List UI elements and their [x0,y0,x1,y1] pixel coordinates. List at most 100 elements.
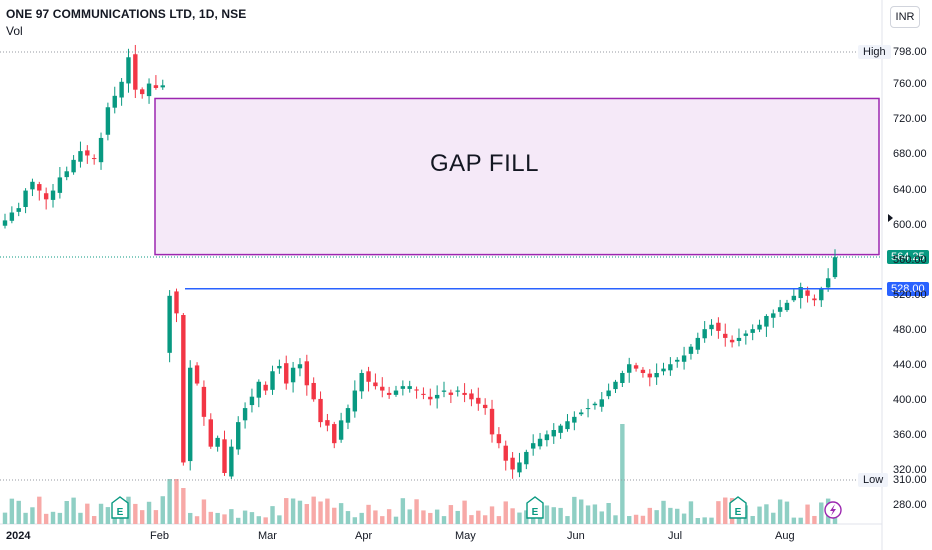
volume-bar [332,507,337,524]
candle-body [208,419,213,447]
volume-legend[interactable]: Vol [6,24,23,38]
candle-body [215,437,220,447]
volume-bar [489,506,495,524]
candle-body [613,381,618,390]
volume-bar [30,507,35,524]
volume-bar [43,513,49,524]
earnings-marker-shape [729,496,747,519]
candle-body [551,430,556,437]
candle-body [174,291,179,314]
volume-bar [270,506,275,524]
candle-body [133,54,138,90]
candle-body [784,302,790,311]
volume-bar [565,516,570,524]
lightning-icon [830,504,836,516]
candle-body [311,382,316,400]
candle-body [812,298,817,301]
candle-body [188,367,193,462]
candle-body [654,373,659,378]
volume-bar [585,505,591,524]
low-label: Low [858,473,889,487]
candle-body [242,408,248,421]
volume-bar [469,515,474,524]
candle-body [832,257,838,278]
volume-bar [263,517,268,524]
candle-body [805,290,810,296]
x-tick-label: Jun [567,530,585,542]
candle-body [126,57,131,84]
volume-bar [434,509,440,524]
candle-body [544,434,550,441]
volume-bar [592,504,598,524]
currency-button[interactable]: INR [890,6,920,28]
y-tick-label: 600.00 [893,218,927,231]
y-tick-label: 560.00 [893,253,927,266]
volume-bar [64,500,69,524]
volume-bar [723,497,728,524]
candle-body [290,367,296,383]
volume-bar [805,504,810,524]
volume-bar [757,506,762,524]
candle-body [695,337,701,350]
earnings-marker: E [729,496,747,519]
x-tick-label: May [455,530,476,542]
candle-body [716,322,721,331]
candle-body [277,365,282,369]
volume-bar [750,515,755,524]
candle-body [139,89,145,95]
volume-bar [819,502,824,524]
symbol-title[interactable]: ONE 97 COMMUNICATIONS LTD, 1D, NSE [6,7,247,21]
volume-bar [627,516,632,524]
candle-body [222,439,227,473]
candle-body [736,337,742,341]
candle-body [400,386,406,389]
candle-body [2,220,8,226]
volume-bar [661,500,666,524]
candle-body [599,399,604,407]
volume-bar [229,509,234,524]
candle-body [64,171,69,178]
candle-body [578,412,584,415]
gap-fill-label: GAP FILL [430,150,539,177]
volume-bar [174,479,179,524]
volume-bar [702,517,707,524]
candle-body [386,392,392,395]
earnings-icon: E [532,507,539,518]
x-tick-label: Jul [668,530,683,542]
volume-bar [455,510,460,524]
x-tick-label: Mar [258,530,277,542]
candle-body [105,107,111,135]
volume-bar [448,505,454,524]
volume-bar [784,501,790,524]
x-tick-label: Apr [355,530,373,542]
candle-body [153,85,159,88]
volume-bar [277,515,282,524]
candle-body [414,389,419,391]
candle-body [71,159,76,173]
candle-body [592,403,598,406]
y-tick-label: 440.00 [893,358,927,371]
volume-bar [373,510,378,524]
candle-body [393,390,399,395]
last-price-tag: 564.25 [887,250,929,264]
volume-bar [764,504,769,524]
candle-body [455,390,460,392]
candle-body [167,295,172,353]
volume-bar [407,509,412,524]
candle-body [78,151,83,162]
volume-bar [242,510,248,524]
candle-body [743,333,749,336]
volume-bar [37,496,42,524]
volume-bar [386,509,392,524]
candle-body [50,190,56,200]
volume-bar [167,479,172,524]
high-value: 798.00 [893,46,927,58]
volume-bar [146,501,152,524]
volume-bar [572,496,577,524]
y-tick-label: 320.00 [893,464,927,477]
candle-body [43,193,49,200]
volume-bar [345,511,351,524]
volume-bar [476,510,481,524]
